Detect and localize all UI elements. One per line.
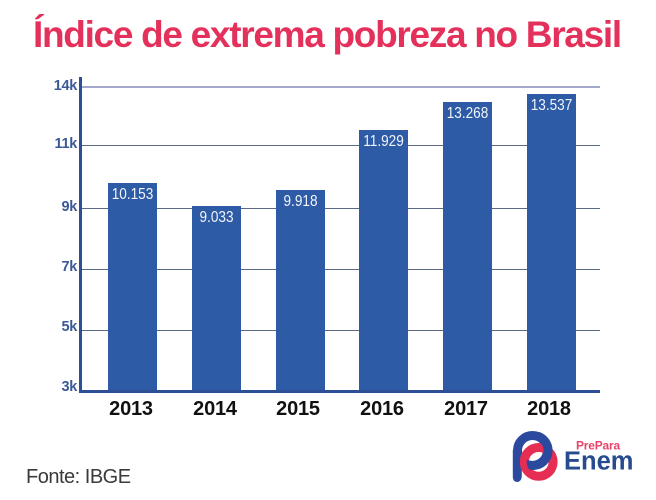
svg-text:PrePara: PrePara (576, 439, 620, 453)
svg-text:Enem: Enem (564, 448, 633, 476)
